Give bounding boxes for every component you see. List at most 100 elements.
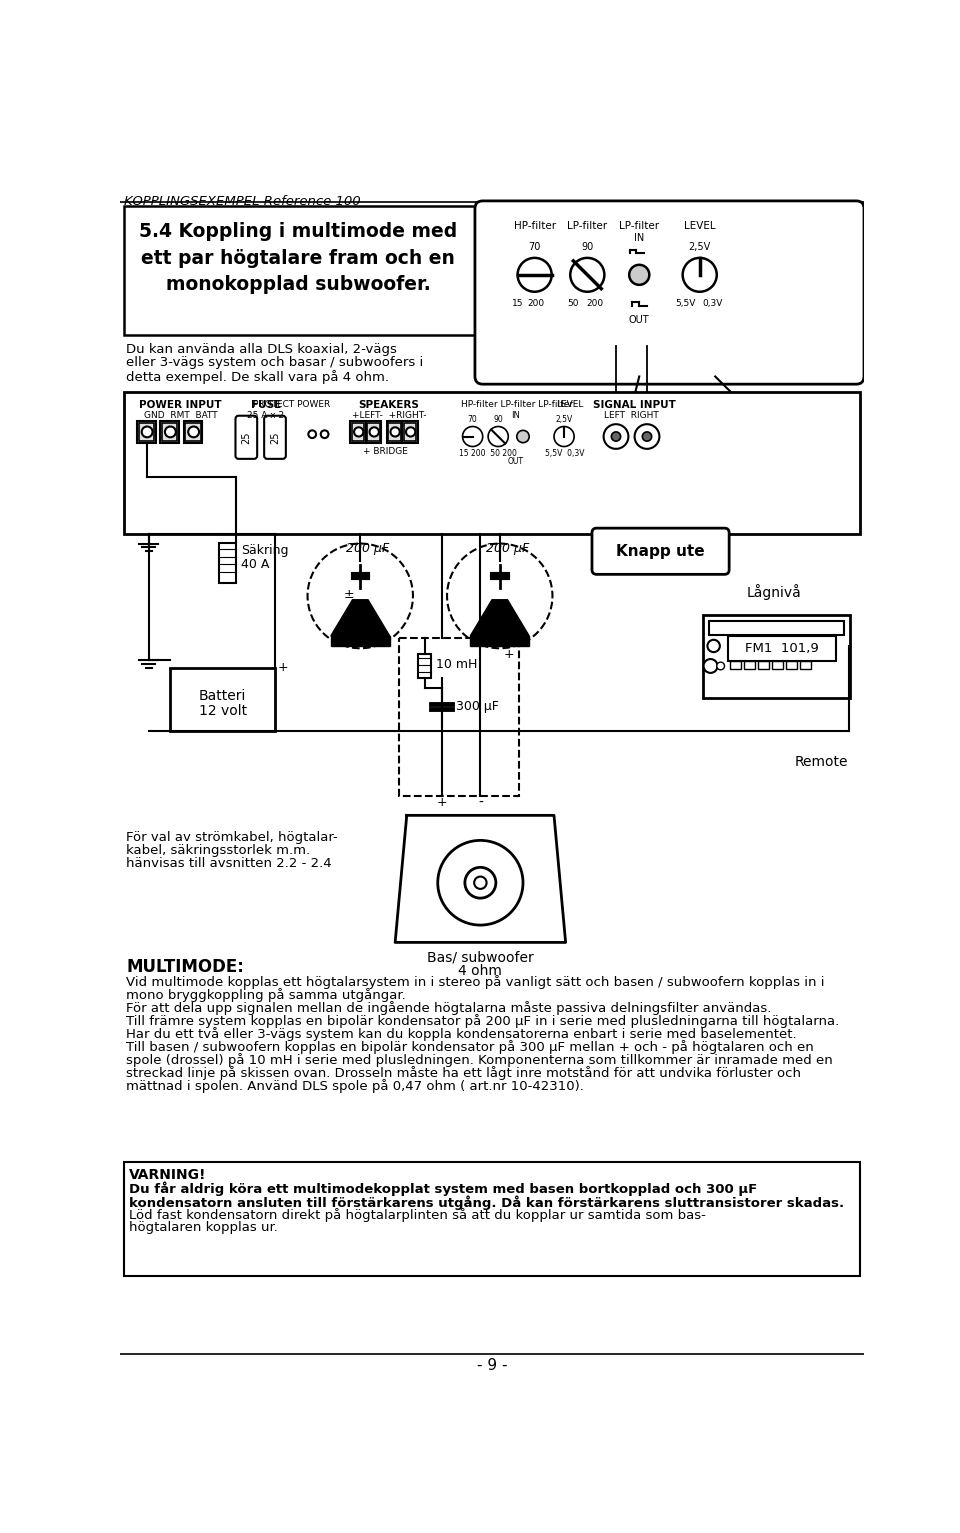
Text: mono bryggkoppling på samma utgångar.: mono bryggkoppling på samma utgångar. <box>126 987 406 1001</box>
Bar <box>419 653 431 678</box>
Text: FUSE: FUSE <box>251 400 281 409</box>
Circle shape <box>406 428 416 437</box>
Circle shape <box>570 258 605 291</box>
Circle shape <box>165 426 176 437</box>
FancyBboxPatch shape <box>592 529 730 575</box>
Text: För att dela upp signalen mellan de ingående högtalarna måste passiva delningsfi: För att dela upp signalen mellan de ingå… <box>126 1001 772 1015</box>
Bar <box>730 661 741 668</box>
Text: 25 A x 2: 25 A x 2 <box>247 411 284 420</box>
Circle shape <box>488 426 508 446</box>
Text: Till främre system kopplas en bipolär kondensator på 200 µF in i serie med plusl: Till främre system kopplas en bipolär ko… <box>126 1013 839 1029</box>
Text: 200 µF: 200 µF <box>486 543 529 555</box>
Text: 50: 50 <box>567 299 579 308</box>
Bar <box>170 667 275 731</box>
Text: SIGNAL INPUT: SIGNAL INPUT <box>592 400 676 409</box>
Polygon shape <box>331 636 390 645</box>
Text: LEVEL: LEVEL <box>557 400 584 409</box>
Text: 200 µF: 200 µF <box>347 543 390 555</box>
Bar <box>703 615 850 699</box>
Bar <box>728 636 836 661</box>
Circle shape <box>465 868 496 898</box>
Text: 40 A: 40 A <box>241 558 269 572</box>
Text: 90: 90 <box>493 415 503 425</box>
Bar <box>124 205 475 334</box>
Circle shape <box>321 431 328 438</box>
Text: 2,5V: 2,5V <box>556 415 573 425</box>
Text: eller 3-vägs system och basar / subwoofers i: eller 3-vägs system och basar / subwoofe… <box>126 357 423 369</box>
Text: OUT: OUT <box>507 457 523 466</box>
Text: mättnad i spolen. Använd DLS spole på 0,47 ohm ( art.nr 10-42310).: mättnad i spolen. Använd DLS spole på 0,… <box>126 1079 584 1093</box>
Circle shape <box>717 662 725 670</box>
Text: HP-filter: HP-filter <box>514 221 556 231</box>
Text: 5.4 Koppling i multimode med: 5.4 Koppling i multimode med <box>139 222 457 242</box>
Bar <box>387 422 402 443</box>
Text: Batteri: Batteri <box>199 688 247 704</box>
Text: 300 µF: 300 µF <box>456 701 498 713</box>
Circle shape <box>438 840 523 924</box>
Text: Vid multimode kopplas ett högtalarsystem in i stereo på vanligt sätt och basen /: Vid multimode kopplas ett högtalarsystem… <box>126 975 825 989</box>
Text: högtalaren kopplas ur.: högtalaren kopplas ur. <box>130 1222 278 1234</box>
Text: 70: 70 <box>528 242 540 251</box>
Circle shape <box>370 428 379 437</box>
Text: ett par högtalare fram och en: ett par högtalare fram och en <box>141 248 455 268</box>
Text: Säkring: Säkring <box>241 544 288 558</box>
Text: Lågnivå: Lågnivå <box>746 584 801 601</box>
Bar <box>388 423 400 442</box>
Bar <box>772 661 782 668</box>
Bar <box>402 422 418 443</box>
Text: + BRIDGE: + BRIDGE <box>363 448 407 457</box>
Text: 12 volt: 12 volt <box>199 705 247 719</box>
Text: Du kan använda alla DLS koaxial, 2-vägs: Du kan använda alla DLS koaxial, 2-vägs <box>126 342 397 356</box>
Text: -: - <box>478 796 483 809</box>
Text: Du får aldrig köra ett multimodekopplat system med basen bortkopplad och 300 µF: Du får aldrig köra ett multimodekopplat … <box>130 1182 757 1196</box>
Text: Remote: Remote <box>795 756 849 770</box>
Text: 25: 25 <box>270 431 280 443</box>
Text: Löd fast kondensatorn direkt på högtalarplinten så att du kopplar ur samtida som: Löd fast kondensatorn direkt på högtalar… <box>130 1208 707 1222</box>
Circle shape <box>704 659 717 673</box>
Bar <box>138 423 155 442</box>
Text: LEVEL: LEVEL <box>684 221 715 231</box>
Text: KOPPLINGSEXEMPEL Reference 100: KOPPLINGSEXEMPEL Reference 100 <box>124 195 361 208</box>
Text: detta exempel. De skall vara på 4 ohm.: detta exempel. De skall vara på 4 ohm. <box>126 371 389 385</box>
Text: VARNING!: VARNING! <box>130 1168 206 1182</box>
Circle shape <box>683 258 717 291</box>
Text: +: + <box>278 661 289 675</box>
Text: GND  RMT  BATT: GND RMT BATT <box>144 411 217 420</box>
Bar <box>137 422 156 443</box>
Circle shape <box>517 258 552 291</box>
Bar <box>162 423 178 442</box>
Text: Bas/ subwoofer: Bas/ subwoofer <box>427 950 534 964</box>
Text: HP-filter LP-filter LP-filter: HP-filter LP-filter LP-filter <box>461 400 573 409</box>
Text: 15 200  50 200: 15 200 50 200 <box>460 449 517 458</box>
Text: 5,5V  0,3V: 5,5V 0,3V <box>544 449 585 458</box>
Text: 200: 200 <box>528 299 544 308</box>
Text: LP-filter: LP-filter <box>567 221 608 231</box>
Circle shape <box>391 428 399 437</box>
Bar <box>709 621 844 635</box>
Bar <box>399 638 519 796</box>
Text: Knapp ute: Knapp ute <box>616 544 705 558</box>
Text: LP-filter: LP-filter <box>619 221 660 231</box>
Bar <box>785 661 797 668</box>
Text: spole (drossel) på 10 mH i serie med plusledningen. Komponenterna som tillkommer: spole (drossel) på 10 mH i serie med plu… <box>126 1053 833 1067</box>
Bar <box>757 661 769 668</box>
Circle shape <box>642 432 652 442</box>
Text: hänvisas till avsnitten 2.2 - 2.4: hänvisas till avsnitten 2.2 - 2.4 <box>126 857 332 869</box>
Circle shape <box>463 426 483 446</box>
Text: streckad linje på skissen ovan. Drosseln måste ha ett lågt inre motstånd för att: streckad linje på skissen ovan. Drosseln… <box>126 1067 802 1081</box>
Text: 90: 90 <box>581 242 593 251</box>
Text: MULTIMODE:: MULTIMODE: <box>126 958 244 977</box>
Text: PROTECT POWER: PROTECT POWER <box>253 400 330 409</box>
Text: FM1  101,9: FM1 101,9 <box>745 642 819 655</box>
Polygon shape <box>470 636 529 645</box>
Bar <box>350 422 366 443</box>
Text: För val av strömkabel, högtalar-: För val av strömkabel, högtalar- <box>126 831 338 843</box>
Text: kondensatorn ansluten till förstärkarens utgång. Då kan förstärkarens sluttransi: kondensatorn ansluten till förstärkarens… <box>130 1194 845 1210</box>
Bar <box>366 422 381 443</box>
Text: 2,5V: 2,5V <box>688 242 710 251</box>
FancyBboxPatch shape <box>235 415 257 458</box>
Circle shape <box>554 426 574 446</box>
Bar <box>185 423 201 442</box>
FancyBboxPatch shape <box>264 415 286 458</box>
Text: 10 mH: 10 mH <box>436 658 477 670</box>
